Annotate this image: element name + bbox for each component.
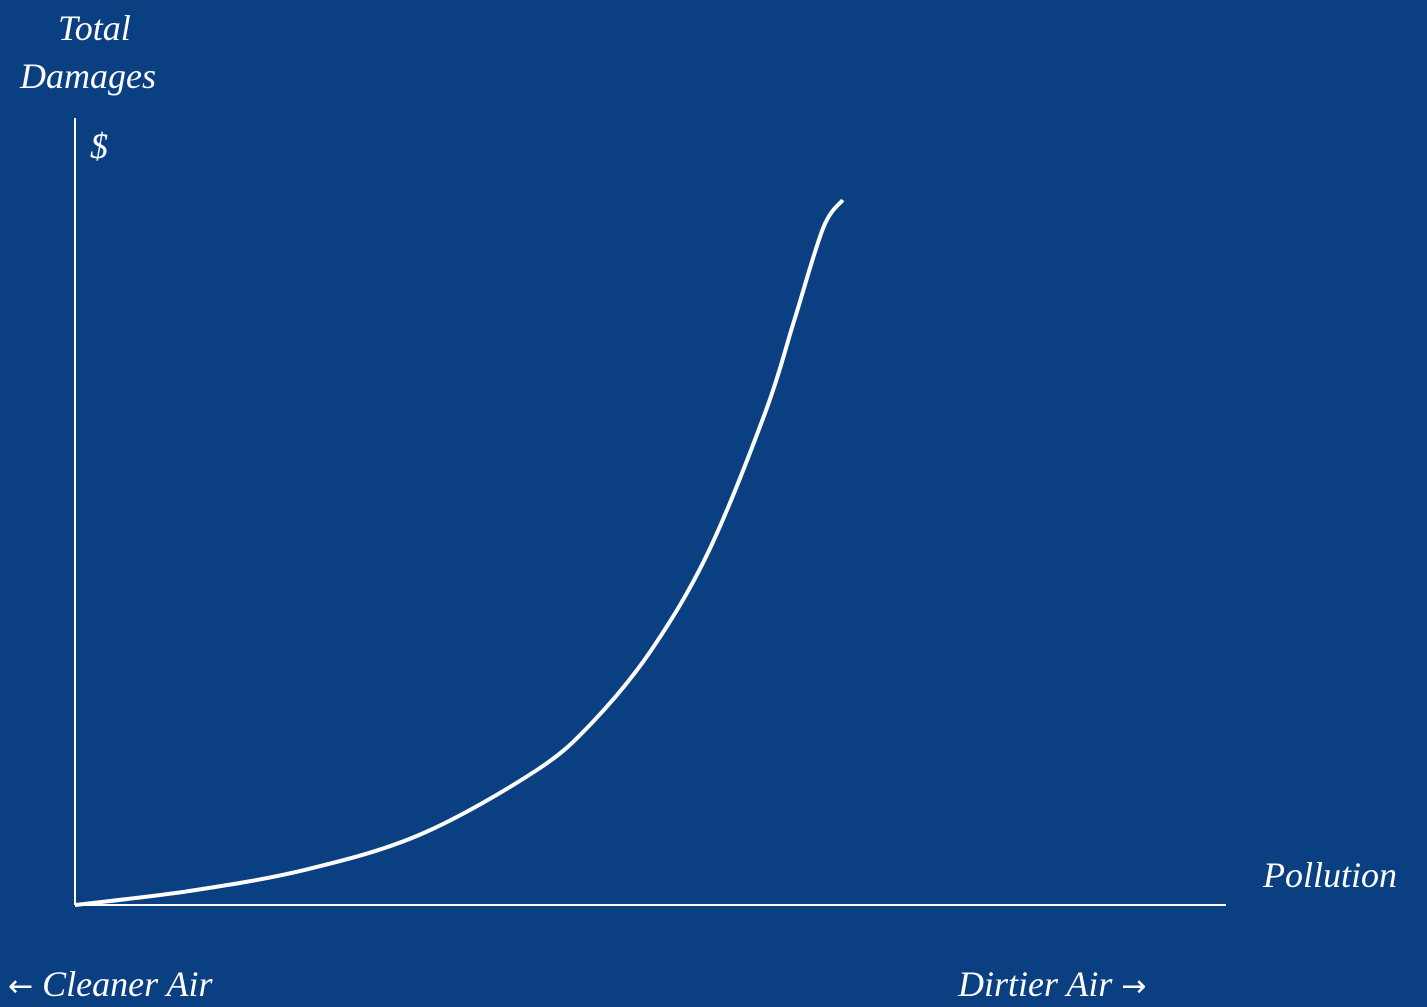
y-axis-label-line1: Total	[58, 8, 131, 48]
cleaner-air-note: ← Cleaner Air	[8, 964, 212, 1007]
y-axis-label-line2: Damages	[20, 56, 156, 96]
dirtier-air-text: Dirtier Air	[958, 964, 1113, 1004]
total-damages-curve	[74, 198, 845, 907]
y-axis-unit: $	[90, 126, 108, 166]
x-axis-label: Pollution	[1263, 855, 1397, 895]
left-arrow-icon: ←	[8, 969, 34, 1004]
cleaner-air-text: Cleaner Air	[42, 964, 213, 1004]
dirtier-air-note: Dirtier Air →	[958, 964, 1147, 1007]
right-arrow-icon: →	[1121, 969, 1147, 1004]
